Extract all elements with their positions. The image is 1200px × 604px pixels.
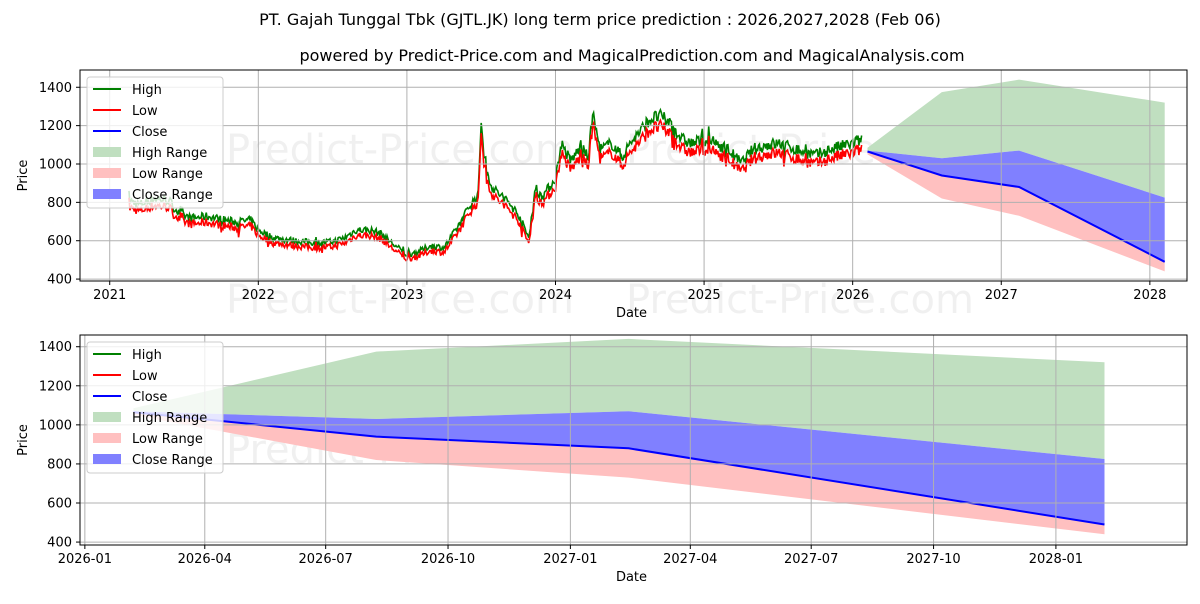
y-tick-label: 1200 [39, 119, 72, 134]
legend-swatch-patch [93, 433, 121, 443]
legend-label: High Range [132, 411, 207, 426]
y-axis-label: Price [16, 424, 31, 456]
high-range-area [133, 338, 1105, 459]
watermark: Predict-Price.com [626, 277, 974, 323]
panel-bottom: Predict-Price.comPredict-Price.com2026-0… [16, 334, 1188, 585]
y-tick-label: 600 [47, 234, 72, 249]
y-tick-label: 800 [47, 196, 72, 211]
y-tick-label: 1200 [39, 379, 72, 394]
legend-label: Close Range [132, 453, 213, 468]
y-tick-label: 800 [47, 457, 72, 472]
x-axis-label: Date [616, 306, 647, 321]
watermark: Predict-Price.com [226, 277, 574, 323]
watermark: Predict-Price.com [226, 127, 574, 173]
legend-swatch-patch [93, 168, 121, 178]
x-tick-label: 2027 [985, 288, 1018, 303]
legend-label: Low Range [132, 432, 203, 447]
x-tick-label: 2028 [1133, 288, 1166, 303]
x-tick-label: 2024 [539, 288, 572, 303]
x-tick-label: 2027-01 [543, 552, 597, 567]
panel-top: Predict-Price.com Predict-Price.com Predic… [16, 69, 1188, 323]
close-range-area [133, 411, 1105, 525]
x-tick-label: 2027-04 [663, 552, 717, 567]
legend-swatch-patch [93, 147, 121, 157]
plot-area [133, 338, 1105, 535]
x-axis-label: Date [616, 570, 647, 585]
high-range-area [867, 79, 1165, 198]
x-tick-label: 2025 [688, 288, 721, 303]
x-tick-label: 2021 [93, 288, 126, 303]
legend-label: Low [132, 104, 158, 119]
legend-label: High [132, 348, 162, 363]
y-axis-label: Price [16, 160, 31, 192]
y-tick-label: 1400 [39, 340, 72, 355]
low-range-area [867, 151, 1165, 272]
close-range-area [867, 150, 1165, 262]
legend-label: Low Range [132, 167, 203, 182]
plot-area [128, 79, 1166, 272]
x-tick-label: 2023 [390, 288, 423, 303]
legend-label: Close [132, 390, 167, 405]
low-range-area [133, 412, 1105, 535]
axes-frame [79, 334, 1188, 546]
x-tick-label: 2028-01 [1029, 552, 1083, 567]
legend-label: Close [132, 125, 167, 140]
legend-swatch-patch [93, 189, 121, 199]
axes-frame [79, 69, 1188, 282]
y-tick-label: 400 [47, 273, 72, 288]
legend-label: Close Range [132, 188, 213, 203]
legend-swatch-patch [93, 454, 121, 464]
legend-label: Low [132, 369, 158, 384]
x-tick-label: 2027-10 [906, 552, 960, 567]
x-tick-label: 2022 [242, 288, 275, 303]
legend-swatch-patch [93, 412, 121, 422]
x-tick-label: 2026-10 [421, 552, 475, 567]
y-tick-label: 600 [47, 497, 72, 512]
high-series-line [128, 107, 863, 257]
legend-label: High [132, 83, 162, 98]
y-tick-label: 1000 [39, 157, 72, 172]
chart-title: PT. Gajah Tunggal Tbk (GJTL.JK) long ter… [259, 10, 941, 29]
y-tick-label: 400 [47, 536, 72, 551]
x-tick-label: 2026 [836, 288, 869, 303]
x-tick-label: 2027-07 [784, 552, 838, 567]
x-tick-label: 2026-04 [178, 552, 232, 567]
legend-label: High Range [132, 146, 207, 161]
x-tick-label: 2026-01 [58, 552, 112, 567]
chart-subtitle: powered by Predict-Price.com and Magical… [299, 46, 964, 65]
y-tick-label: 1400 [39, 81, 72, 96]
legend: High Low Close High Range Low Range Close Ran… [86, 76, 224, 209]
x-tick-label: 2026-07 [299, 552, 353, 567]
low-series-line [128, 118, 863, 262]
y-tick-label: 1000 [39, 418, 72, 433]
legend: High Low Close High Range Low Range Close Ran… [86, 341, 224, 474]
